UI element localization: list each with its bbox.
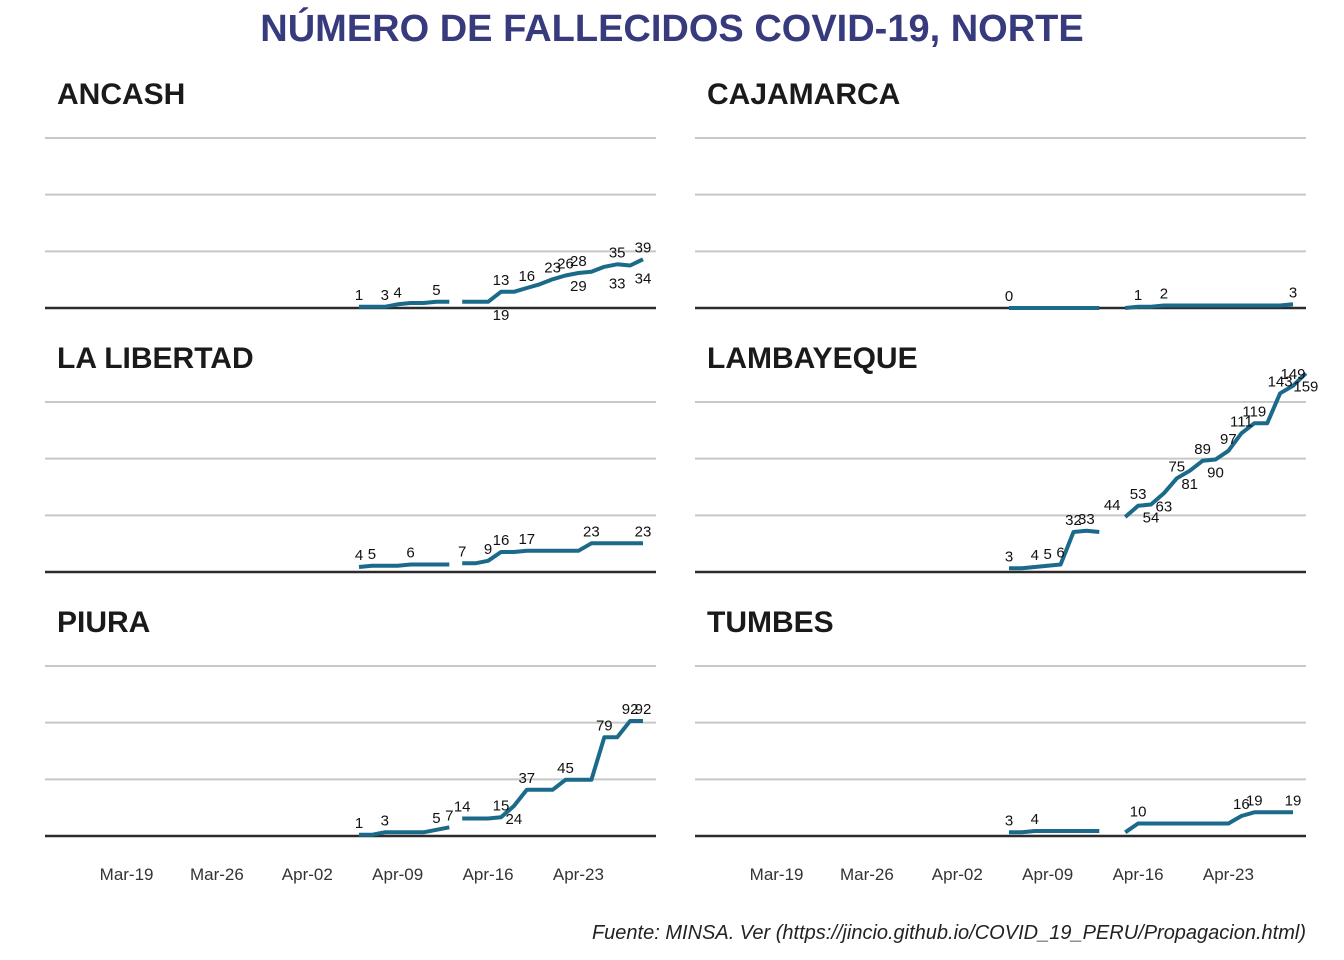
series-line-lambayeque-1	[1009, 528, 1100, 571]
data-label-cajamarca: 0	[1005, 288, 1013, 305]
data-label-piura: 5	[432, 810, 440, 827]
x-tick-label: Mar-19	[100, 865, 154, 884]
data-label-cajamarca: 2	[1160, 286, 1168, 303]
data-label-tumbes: 10	[1130, 804, 1147, 821]
data-label-ancash: 1	[355, 287, 363, 304]
series-line-la-libertad-2	[462, 541, 643, 566]
data-label-lambayeque: 97	[1220, 431, 1237, 448]
data-label-piura: 7	[445, 807, 453, 824]
data-label-lambayeque: 119	[1242, 403, 1266, 420]
data-label-lambayeque: 75	[1168, 458, 1185, 475]
data-label-tumbes: 16	[1233, 796, 1250, 813]
data-label-ancash: 29	[570, 278, 587, 295]
data-label-lambayeque: 53	[1130, 486, 1147, 503]
data-label-tumbes: 19	[1285, 792, 1302, 809]
data-label-piura: 92	[635, 701, 652, 718]
x-tick-label: Apr-16	[463, 865, 514, 884]
data-label-ancash: 35	[609, 244, 626, 261]
data-label-ancash: 5	[432, 282, 440, 299]
x-tick-label: Apr-23	[1203, 865, 1254, 884]
data-label-lambayeque: 6	[1056, 545, 1064, 562]
panel-title-lambayeque: LAMBAYEQUE	[707, 342, 918, 375]
data-label-lambayeque: 90	[1207, 465, 1224, 482]
source-note: Fuente: MINSA. Ver (https://jincio.githu…	[591, 922, 1306, 944]
series-line-ancash-2	[462, 257, 644, 304]
data-label-lambayeque: 5	[1044, 546, 1052, 563]
data-label-tumbes: 19	[1246, 792, 1263, 809]
data-label-piura: 24	[506, 811, 523, 828]
panel-title-la-libertad: LA LIBERTAD	[57, 342, 254, 375]
data-label-lambayeque: 32	[1065, 512, 1082, 529]
data-label-ancash: 19	[493, 307, 510, 324]
data-label-lambayeque: 3	[1005, 548, 1013, 565]
data-label-lambayeque: 44	[1104, 497, 1121, 514]
panel-title-piura: PIURA	[57, 606, 151, 639]
data-label-la-libertad: 16	[493, 532, 510, 549]
data-label-ancash: 3	[381, 287, 389, 304]
series-line-lambayeque-2	[1123, 371, 1308, 519]
data-label-ancash: 16	[518, 268, 535, 285]
data-label-ancash: 34	[635, 271, 652, 288]
data-label-ancash: 4	[394, 284, 402, 301]
data-label-lambayeque: 33	[1078, 511, 1095, 528]
data-label-tumbes: 4	[1031, 811, 1039, 828]
data-label-lambayeque: 81	[1181, 476, 1198, 493]
data-label-ancash: 39	[635, 239, 652, 256]
data-label-la-libertad: 23	[583, 523, 600, 540]
data-label-ancash: 23	[544, 259, 561, 276]
series-line-tumbes-2	[1124, 810, 1293, 834]
data-label-lambayeque: 89	[1194, 441, 1211, 458]
data-label-la-libertad: 17	[518, 531, 535, 548]
data-label-piura: 14	[454, 799, 471, 816]
x-tick-label: Apr-09	[1022, 865, 1073, 884]
series-line-ancash-1	[359, 299, 450, 309]
series-line-piura-2	[462, 719, 643, 821]
data-label-piura: 79	[596, 717, 613, 734]
data-label-la-libertad: 9	[484, 541, 492, 558]
data-label-lambayeque: 54	[1143, 510, 1160, 527]
x-tick-label: Apr-09	[372, 865, 423, 884]
data-label-lambayeque: 149	[1280, 366, 1305, 383]
data-label-cajamarca: 1	[1134, 287, 1142, 304]
chart-title: NÚMERO DE FALLECIDOS COVID-19, NORTE	[260, 8, 1084, 50]
x-tick-label: Apr-02	[282, 865, 333, 884]
x-tick-label: Mar-19	[750, 865, 804, 884]
data-label-la-libertad: 7	[458, 543, 466, 560]
series-line-piura-1	[359, 825, 450, 837]
data-label-piura: 15	[493, 797, 510, 814]
data-label-la-libertad: 23	[635, 523, 652, 540]
data-label-lambayeque: 143	[1268, 373, 1293, 390]
panel-title-cajamarca: CAJAMARCA	[707, 78, 901, 111]
x-tick-label: Mar-26	[840, 865, 894, 884]
data-label-lambayeque: 4	[1031, 547, 1039, 564]
data-label-lambayeque: 111	[1230, 413, 1253, 430]
data-label-lambayeque: 63	[1156, 498, 1173, 515]
x-tick-label: Apr-02	[932, 865, 983, 884]
data-label-la-libertad: 6	[406, 545, 414, 562]
data-label-piura: 37	[518, 770, 535, 787]
data-label-lambayeque: 159	[1293, 378, 1318, 395]
data-label-piura: 92	[622, 701, 639, 718]
data-label-piura: 45	[557, 760, 574, 777]
panel-title-ancash: ANCASH	[57, 78, 186, 111]
data-label-ancash: 13	[493, 272, 510, 289]
data-label-cajamarca: 3	[1289, 284, 1297, 301]
data-label-piura: 3	[381, 812, 389, 829]
x-tick-label: Apr-16	[1113, 865, 1164, 884]
data-label-la-libertad: 4	[355, 547, 363, 564]
data-label-ancash: 26	[557, 256, 574, 273]
data-label-la-libertad: 5	[368, 546, 376, 563]
data-label-ancash: 33	[609, 276, 626, 293]
x-tick-label: Mar-26	[190, 865, 244, 884]
series-line-cajamarca-2	[1125, 302, 1294, 310]
data-label-tumbes: 3	[1005, 812, 1013, 829]
series-line-tumbes-1	[1009, 829, 1100, 835]
x-tick-label: Apr-23	[553, 865, 604, 884]
data-label-ancash: 28	[570, 253, 587, 270]
panel-title-tumbes: TUMBES	[707, 606, 834, 639]
data-label-piura: 1	[355, 815, 363, 832]
series-line-la-libertad-1	[358, 562, 450, 569]
